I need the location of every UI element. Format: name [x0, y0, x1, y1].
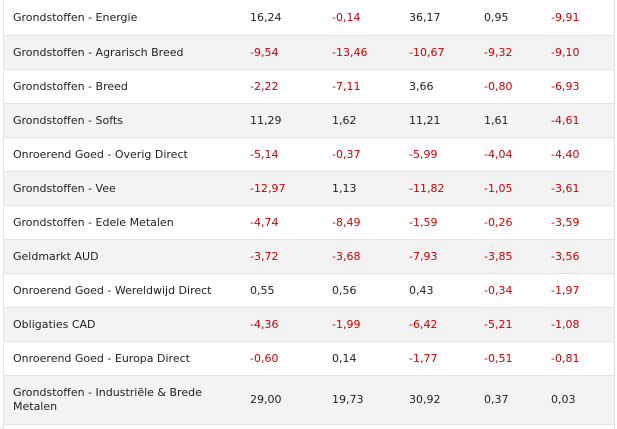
category-name-cell: Grondstoffen - Edele Metalen	[4, 205, 247, 240]
table-row[interactable]: Grondstoffen - Industriële & Brede Metal…	[4, 375, 614, 425]
category-name-cell: Grondstoffen - Energie	[4, 0, 247, 36]
category-name-cell: Grondstoffen - Agrarisch Breed	[4, 35, 247, 70]
return-value-cell: -1,05	[481, 171, 548, 206]
return-value-cell: 30,92	[406, 375, 481, 425]
table-row[interactable]: Grondstoffen - Energie 16,24 -0,14 36,17 0,9…	[4, 0, 614, 36]
return-value-cell: 1,61	[481, 103, 548, 138]
return-value-cell: -11,82	[406, 171, 481, 206]
return-value-cell: 29,00	[247, 375, 329, 425]
table-row[interactable]: Onroerend Goed - Wereldwijd Direct 0,55 0,…	[4, 273, 614, 308]
table-row[interactable]: Onroerend Goed - Europa Direct -0,60 0,14-…	[4, 341, 614, 376]
return-value-cell: -7,11	[329, 69, 406, 104]
return-value-cell: -3,61	[548, 171, 614, 206]
return-value-cell: 19,73	[329, 375, 406, 425]
return-value-cell: -3,59	[548, 205, 614, 240]
return-value-cell: -0,60	[247, 341, 329, 376]
return-value-cell: -0,81	[548, 341, 614, 376]
return-value-cell: -0,51	[481, 341, 548, 376]
category-name-cell: Obligaties CAD	[4, 307, 247, 342]
table-row[interactable]: Geldmarkt AUD -3,72 -3,68 -7,93 -3,85 -3,56	[4, 239, 614, 274]
return-value-cell: -12,97	[247, 171, 329, 206]
category-name-cell: Grondstoffen - Vee	[4, 171, 247, 206]
return-value-cell: -4,36	[247, 307, 329, 342]
return-value-cell: 0,03	[548, 375, 614, 425]
return-value-cell: -5,14	[247, 137, 329, 172]
table-right-border	[614, 0, 615, 429]
category-name-cell: Onroerend Goed - Europa Direct	[4, 341, 247, 376]
category-name-cell: Onroerend Goed - Overig Direct	[4, 137, 247, 172]
return-value-cell: -6,93	[548, 69, 614, 104]
table-row[interactable]: Grondstoffen - Softs 11,29 1,62 11,21 1,61 -4…	[4, 103, 614, 138]
return-value-cell: -4,04	[481, 137, 548, 172]
category-performance-table: Grondstoffen - Energie 16,24 -0,14 36,17 0,9…	[4, 0, 614, 425]
category-name-cell: Geldmarkt AUD	[4, 239, 247, 274]
return-value-cell: 0,14	[329, 341, 406, 376]
return-value-cell: -0,80	[481, 69, 548, 104]
table-row[interactable]: Grondstoffen - Breed -2,22 -7,11 3,66 -0,80-…	[4, 69, 614, 104]
return-value-cell: -5,99	[406, 137, 481, 172]
return-value-cell: 0,37	[481, 375, 548, 425]
return-value-cell: 11,29	[247, 103, 329, 138]
return-value-cell: -4,74	[247, 205, 329, 240]
return-value-cell: -1,59	[406, 205, 481, 240]
return-value-cell: 0,43	[406, 273, 481, 308]
return-value-cell: -13,46	[329, 35, 406, 70]
return-value-cell: 1,62	[329, 103, 406, 138]
table-row[interactable]: Onroerend Goed - Overig Direct -5,14 -0,37…	[4, 137, 614, 172]
return-value-cell: -3,85	[481, 239, 548, 274]
return-value-cell: 3,66	[406, 69, 481, 104]
table-body: Grondstoffen - Energie 16,24 -0,14 36,17 0,9…	[4, 0, 614, 425]
category-name-cell: Grondstoffen - Breed	[4, 69, 247, 104]
return-value-cell: -3,68	[329, 239, 406, 274]
table-row[interactable]: Grondstoffen - Edele Metalen -4,74 -8,49 -1…	[4, 205, 614, 240]
return-value-cell: -0,37	[329, 137, 406, 172]
return-value-cell: -7,93	[406, 239, 481, 274]
return-value-cell: -10,67	[406, 35, 481, 70]
return-value-cell: 0,95	[481, 0, 548, 36]
return-value-cell: -6,42	[406, 307, 481, 342]
return-value-cell: -9,32	[481, 35, 548, 70]
return-value-cell: -4,61	[548, 103, 614, 138]
return-value-cell: -3,56	[548, 239, 614, 274]
return-value-cell: -2,22	[247, 69, 329, 104]
table-row[interactable]: Grondstoffen - Agrarisch Breed -9,54 -13,4…	[4, 35, 614, 70]
return-value-cell: 16,24	[247, 0, 329, 36]
return-value-cell: -9,91	[548, 0, 614, 36]
return-value-cell: -1,77	[406, 341, 481, 376]
category-name-cell: Grondstoffen - Industriële & Brede Metal…	[4, 375, 247, 425]
return-value-cell: -0,14	[329, 0, 406, 36]
return-value-cell: -0,26	[481, 205, 548, 240]
table-row[interactable]: Obligaties CAD -4,36 -1,99 -6,42 -5,21 -1,08	[4, 307, 614, 342]
return-value-cell: -5,21	[481, 307, 548, 342]
return-value-cell: 36,17	[406, 0, 481, 36]
return-value-cell: 1,13	[329, 171, 406, 206]
return-value-cell: -1,97	[548, 273, 614, 308]
return-value-cell: -1,08	[548, 307, 614, 342]
return-value-cell: 0,56	[329, 273, 406, 308]
return-value-cell: -9,10	[548, 35, 614, 70]
return-value-cell: 0,55	[247, 273, 329, 308]
category-name-cell: Grondstoffen - Softs	[4, 103, 247, 138]
return-value-cell: 11,21	[406, 103, 481, 138]
table-row[interactable]: Grondstoffen - Vee -12,97 1,13 -11,82 -1,05-…	[4, 171, 614, 206]
return-value-cell: -9,54	[247, 35, 329, 70]
table-left-border	[3, 0, 4, 429]
return-value-cell: -0,34	[481, 273, 548, 308]
category-name-cell: Onroerend Goed - Wereldwijd Direct	[4, 273, 247, 308]
return-value-cell: -4,40	[548, 137, 614, 172]
return-value-cell: -3,72	[247, 239, 329, 274]
return-value-cell: -1,99	[329, 307, 406, 342]
return-value-cell: -8,49	[329, 205, 406, 240]
